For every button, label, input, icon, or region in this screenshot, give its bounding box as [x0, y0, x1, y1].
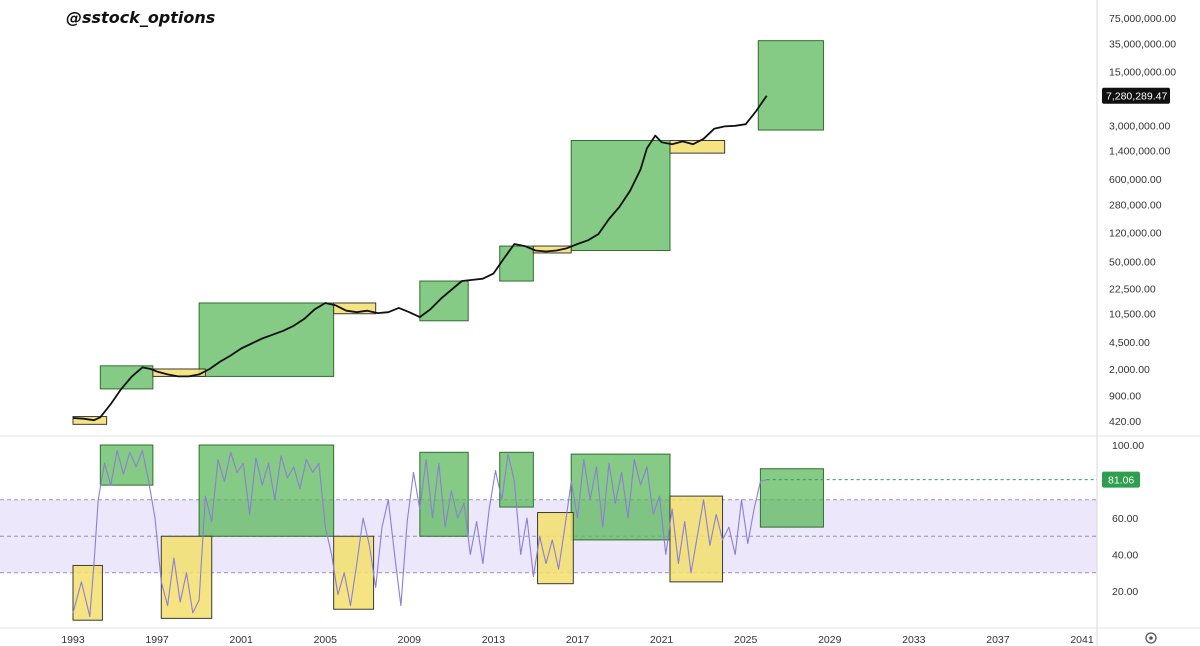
current-price-label: 7,280,289.47	[1106, 91, 1167, 103]
gear-icon[interactable]	[1145, 632, 1157, 644]
rsi-current-tag	[1102, 471, 1140, 488]
current-price-tag	[1102, 87, 1170, 104]
time-tick-label: 2041	[1070, 634, 1094, 646]
rsi-yellow-box	[72, 564, 103, 621]
time-tick-label: 2009	[398, 634, 422, 646]
rsi-tick-label: 60.00	[1112, 513, 1138, 525]
rsi-tick-label: 40.00	[1112, 550, 1138, 562]
price-tick-label: 22,500.00	[1109, 283, 1156, 295]
price-line	[72, 95, 768, 422]
price-green-box	[570, 139, 671, 252]
rsi-yellow-box	[537, 512, 574, 585]
rsi-line	[72, 449, 767, 618]
rsi-current-label: 81.06	[1108, 475, 1134, 487]
rsi-green-box	[419, 451, 469, 537]
time-tick-label: 1993	[61, 634, 85, 646]
time-tick-label: 2001	[229, 634, 253, 646]
rsi-tick-label: 20.00	[1112, 586, 1138, 598]
time-tick-label: 2037	[986, 634, 1010, 646]
price-tick-label: 15,000,000.00	[1109, 67, 1176, 79]
price-green-box	[419, 280, 469, 322]
price-tick-label: 35,000,000.00	[1109, 38, 1176, 50]
price-green-box	[198, 302, 335, 377]
price-green-box	[499, 245, 534, 282]
rsi-tick-label: 100.00	[1112, 440, 1144, 452]
time-tick-label: 2021	[650, 634, 674, 646]
price-tick-label: 420.00	[1109, 416, 1141, 428]
gear-icon-hub	[1149, 636, 1153, 640]
time-tick-label: 2013	[482, 634, 506, 646]
price-tick-label: 900.00	[1109, 391, 1141, 403]
gear-icon-ring	[1145, 632, 1157, 644]
price-yellow-box	[532, 245, 572, 254]
price-tick-label: 4,500.00	[1109, 337, 1150, 349]
price-tick-label: 10,500.00	[1109, 309, 1156, 321]
time-tick-label: 2033	[902, 634, 926, 646]
rsi-green-box	[198, 444, 335, 537]
price-tick-label: 75,000,000.00	[1109, 13, 1176, 25]
rsi-yellow-box	[333, 535, 375, 610]
time-tick-label: 2005	[314, 634, 338, 646]
price-tick-label: 3,000,000.00	[1109, 120, 1170, 132]
rsi-green-box	[499, 451, 534, 508]
price-green-box	[99, 365, 154, 390]
time-tick-label: 2017	[566, 634, 590, 646]
price-tick-label: 1,400,000.00	[1109, 146, 1170, 158]
watermark-handle: @sstock_options	[66, 8, 216, 27]
time-tick-label: 1997	[145, 634, 169, 646]
time-tick-label: 2029	[818, 634, 842, 646]
price-yellow-box	[333, 302, 377, 315]
price-tick-label: 50,000.00	[1109, 257, 1156, 269]
price-tick-label: 600,000.00	[1109, 174, 1162, 186]
price-tick-label: 2,000.00	[1109, 364, 1150, 376]
price-green-box	[757, 40, 824, 131]
price-tick-label: 120,000.00	[1109, 228, 1162, 240]
price-yellow-box	[669, 139, 726, 154]
rsi-green-box	[570, 453, 671, 541]
rsi-yellow-box	[160, 535, 213, 619]
price-tick-label: 280,000.00	[1109, 199, 1162, 211]
rsi-green-box	[759, 468, 824, 528]
rsi-yellow-box	[669, 495, 724, 583]
time-tick-label: 2025	[734, 634, 758, 646]
